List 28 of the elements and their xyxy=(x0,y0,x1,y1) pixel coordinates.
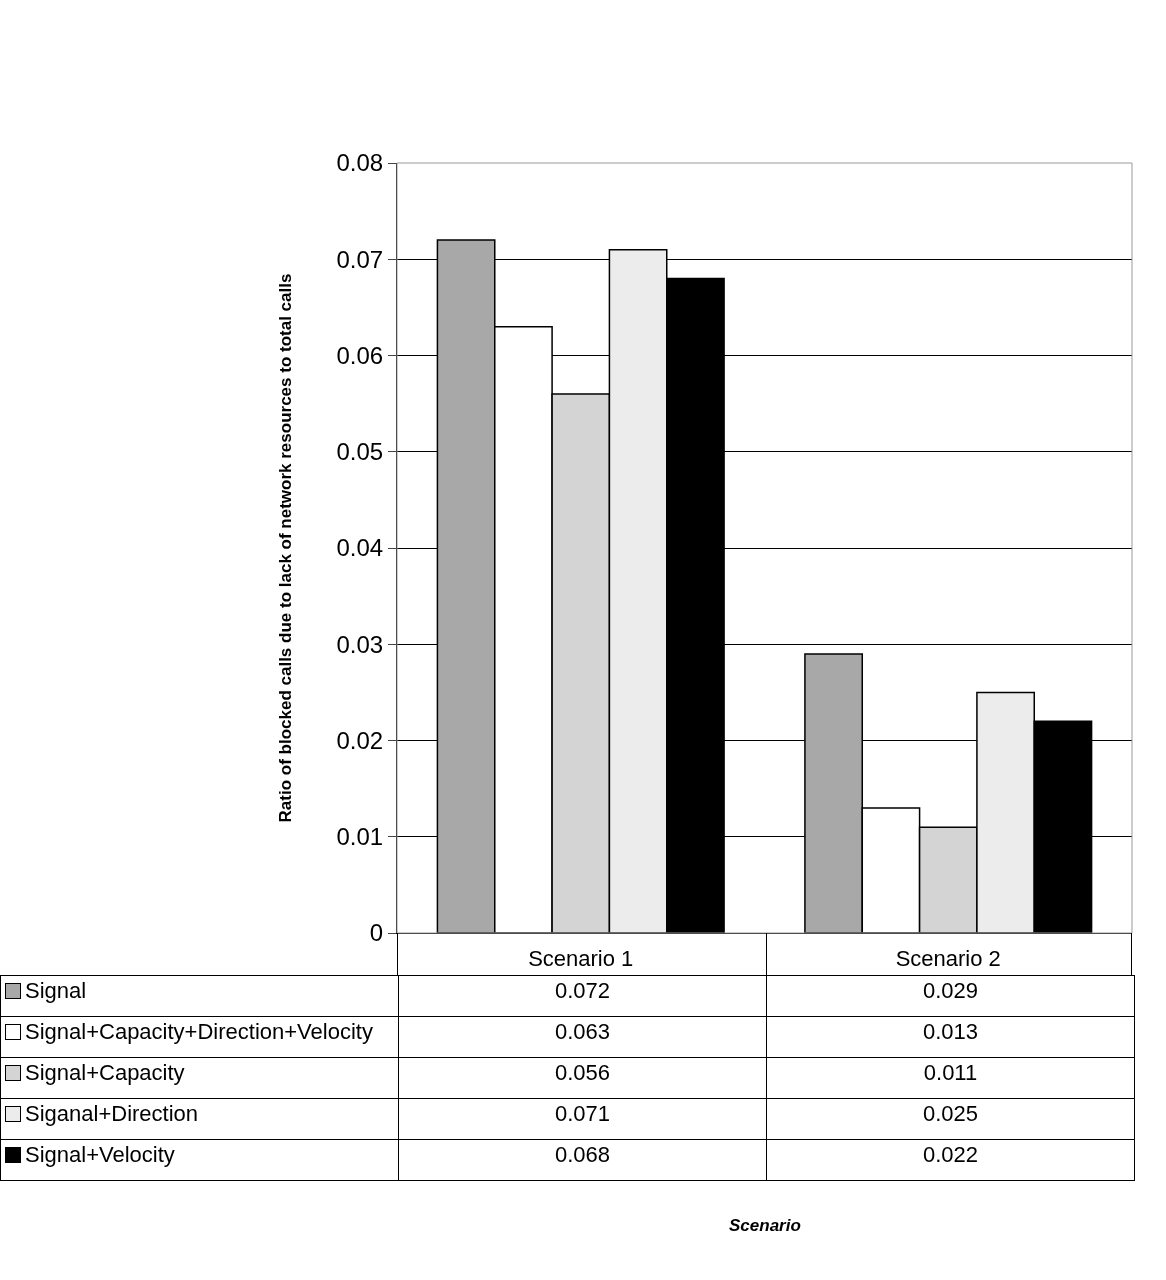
legend-label: Signal+Capacity+Direction+Velocity xyxy=(25,1019,373,1044)
data-label: 0.029 xyxy=(766,975,1135,1017)
y-tick-label: 0.08 xyxy=(336,149,384,177)
y-tick-label: 0.04 xyxy=(336,534,384,562)
legend-label: Siganal+Direction xyxy=(25,1101,199,1126)
x-tick-label: Scenario 1 xyxy=(528,946,634,972)
y-tick-label: 0.01 xyxy=(336,823,384,851)
y-tick-label: 0.07 xyxy=(336,245,384,273)
legend-label: Signal xyxy=(25,978,87,1003)
y-tick-label: 0.03 xyxy=(336,630,384,658)
data-label: 0.056 xyxy=(398,1057,767,1099)
data-label: 0.022 xyxy=(766,1139,1135,1181)
legend-label: Signal+Capacity xyxy=(25,1060,185,1085)
data-label: 0.071 xyxy=(398,1098,767,1140)
y-tick-label: 0.02 xyxy=(336,726,384,754)
legend-label: Signal+Velocity xyxy=(25,1142,175,1167)
data-label: 0.011 xyxy=(766,1057,1135,1099)
text: Scenario xyxy=(729,1216,801,1235)
y-tick-label: 0.05 xyxy=(336,438,384,466)
data-label: 0.013 xyxy=(766,1016,1135,1058)
data-label: 0.063 xyxy=(398,1016,767,1058)
y-tick-label: 0.06 xyxy=(336,341,384,369)
data-label: 0.025 xyxy=(766,1098,1135,1140)
data-label: 0.068 xyxy=(398,1139,767,1181)
data-label: 0.072 xyxy=(398,975,767,1017)
y-axis-title: Ratio of blocked calls due to lack of network resources to total calls xyxy=(276,273,296,823)
x-tick-label: Scenario 2 xyxy=(895,946,1001,972)
y-tick-label: 0 xyxy=(369,919,384,947)
